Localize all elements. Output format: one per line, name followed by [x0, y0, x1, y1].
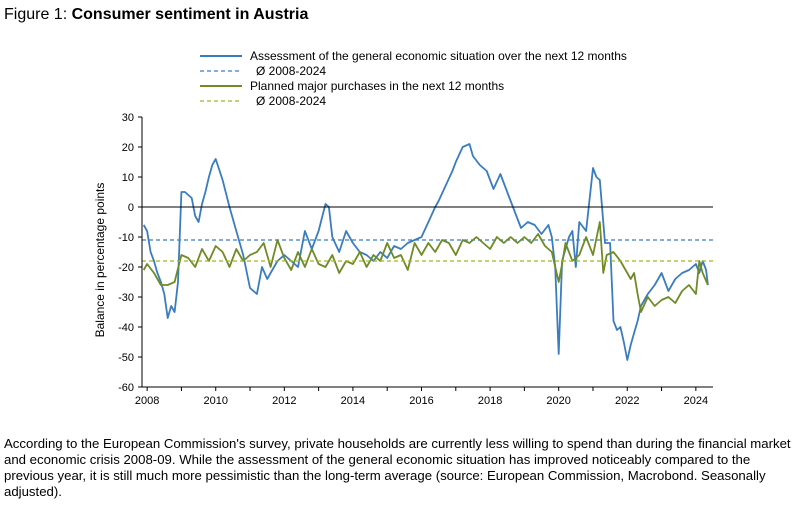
x-tick-label: 2018: [478, 395, 502, 406]
y-axis-label: Balance in percentage points: [93, 183, 107, 338]
figure-prefix: Figure 1:: [4, 6, 72, 23]
figure-name: Consumer sentiment in Austria: [71, 6, 309, 23]
series-line-1: [142, 143, 709, 361]
y-tick-label: 30: [122, 112, 134, 124]
line-chart: Assessment of the general economic situa…: [93, 49, 713, 406]
plot-area: [142, 143, 713, 361]
x-tick-label: 2016: [409, 395, 433, 406]
y-tick-label: -60: [118, 382, 134, 394]
y-tick-label: -10: [118, 232, 134, 244]
series-line-3: [142, 221, 709, 313]
x-tick-label: 2020: [546, 395, 570, 406]
figure-title: Figure 1: Consumer sentiment in Austria: [4, 6, 308, 24]
x-tick-label: 2008: [135, 395, 159, 406]
legend-label-2: Ø 2008-2024: [256, 64, 326, 78]
x-tick-label: 2022: [615, 395, 639, 406]
y-tick-label: 10: [122, 172, 134, 184]
figure-caption: According to the European Commission's s…: [4, 436, 791, 499]
legend-label-4: Ø 2008-2024: [256, 94, 326, 108]
y-tick-label: 20: [122, 142, 134, 154]
y-tick-label: -30: [118, 292, 134, 304]
x-tick-label: 2012: [272, 395, 296, 406]
x-tick-label: 2024: [684, 395, 708, 406]
y-tick-label: -20: [118, 262, 134, 274]
y-tick-label: -40: [118, 322, 134, 334]
chart-legend: Assessment of the general economic situa…: [200, 49, 627, 108]
x-tick-label: 2010: [203, 395, 227, 406]
y-tick-label: 0: [128, 202, 134, 214]
y-tick-label: -50: [118, 352, 134, 364]
legend-label-1: Assessment of the general economic situa…: [250, 49, 627, 63]
x-tick-label: 2014: [341, 395, 365, 406]
legend-label-3: Planned major purchases in the next 12 m…: [250, 79, 504, 93]
